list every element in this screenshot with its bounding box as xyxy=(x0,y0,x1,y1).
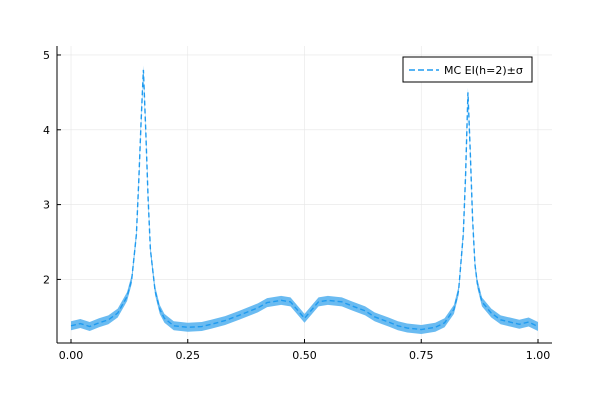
x-tick-label-3: 0.75 xyxy=(409,349,434,362)
x-tick-label-4: 1.00 xyxy=(526,349,551,362)
x-tick-label-0: 0.00 xyxy=(59,349,84,362)
y-axis-ticks: 2 3 4 5 xyxy=(43,49,61,286)
legend-label: MC EI(h=2)±σ xyxy=(444,64,523,77)
x-tick-label-2: 0.50 xyxy=(292,349,317,362)
y-tick-label-2: 4 xyxy=(43,124,50,137)
y-tick-label-3: 5 xyxy=(43,49,50,62)
y-tick-label-1: 3 xyxy=(43,199,50,212)
x-tick-label-1: 0.25 xyxy=(176,349,201,362)
legend-box xyxy=(402,56,533,83)
x-axis-ticks: 0.00 0.25 0.50 0.75 1.00 xyxy=(59,339,550,362)
legend: MC EI(h=2)±σ xyxy=(402,56,533,83)
grid xyxy=(57,46,552,343)
series-mean-line xyxy=(70,69,539,331)
y-tick-label-0: 2 xyxy=(43,273,50,286)
series-line xyxy=(70,69,539,331)
